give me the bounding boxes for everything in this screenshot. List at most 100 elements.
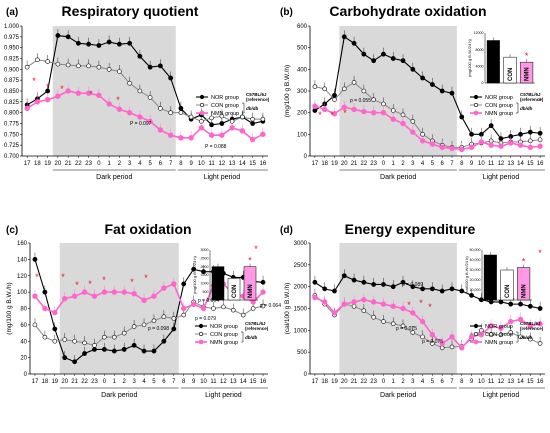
- data-point: [62, 337, 68, 342]
- inset-y-tick-label: 0: [207, 298, 209, 302]
- data-point: [469, 131, 474, 137]
- data-point: [178, 110, 184, 115]
- significance-star: *: [102, 275, 106, 285]
- x-tick-label: 1: [392, 161, 396, 167]
- data-point: [341, 86, 347, 92]
- y-tick-label: 500: [297, 46, 308, 52]
- legend-bracket: [241, 331, 244, 343]
- x-tick-label: 14: [239, 161, 246, 167]
- data-point: [351, 299, 357, 305]
- data-point: [167, 132, 174, 138]
- x-tick-label: 8: [460, 161, 464, 167]
- y-axis-label: (mg/100 g B.W./h): [284, 65, 291, 117]
- data-point: [469, 292, 474, 298]
- data-point: [517, 316, 524, 323]
- data-point: [151, 348, 157, 354]
- y-tick-label: 80: [20, 307, 27, 313]
- data-point: [498, 299, 504, 305]
- data-point: [55, 61, 61, 67]
- data-point: [312, 294, 318, 301]
- x-tick-label: 11: [488, 161, 495, 167]
- data-point: [131, 291, 137, 297]
- x-tick-label: 20: [341, 379, 348, 385]
- data-point: [488, 332, 494, 338]
- data-point: [86, 63, 91, 69]
- data-point: [371, 282, 377, 287]
- data-point: [250, 306, 256, 311]
- y-tick-label: 0.900: [4, 67, 20, 73]
- data-point: [92, 343, 97, 348]
- x-tick-label: 5: [152, 379, 156, 385]
- data-point: [341, 273, 347, 279]
- y-tick-label: 0: [24, 372, 28, 378]
- x-tick-label: 0: [382, 379, 386, 385]
- data-point: [517, 142, 524, 148]
- data-point: [351, 106, 357, 113]
- data-point: [420, 334, 425, 340]
- legend-bracket: [516, 102, 519, 114]
- data-point: [430, 341, 435, 346]
- inset-y-tick-label: 1500: [201, 273, 209, 277]
- data-point: [380, 109, 387, 116]
- data-point: [200, 305, 207, 312]
- data-point: [171, 326, 177, 332]
- inset-y-axis-label: (cal/100 g B.W./24 h): [464, 256, 469, 294]
- data-point: [137, 53, 143, 59]
- p-value-annotation: p = 0.055: [350, 98, 371, 104]
- y-tick-label: 1500: [294, 307, 308, 313]
- data-point: [82, 351, 87, 356]
- data-point: [420, 75, 426, 81]
- data-point: [201, 269, 206, 275]
- data-point: [250, 121, 256, 126]
- inset-y-tick-label: 30,000: [470, 268, 481, 272]
- x-tick-label: 13: [507, 161, 514, 167]
- x-tick-label: 17: [32, 379, 39, 385]
- x-tick-label: 4: [421, 161, 425, 167]
- data-point: [381, 282, 386, 287]
- legend-reference: (reference): [520, 97, 544, 102]
- x-tick-label: 15: [527, 379, 534, 385]
- panel-a: Respiratory quotient (a) 0.700 0.725 0.750 0.…: [4, 3, 270, 181]
- data-point: [178, 135, 184, 141]
- data-point: [260, 289, 266, 295]
- x-tick-label: 6: [441, 379, 445, 385]
- inset-bar-label: CON: [508, 68, 514, 81]
- x-tick-label: 5: [148, 161, 152, 167]
- inset-y-tick-label: 500: [203, 290, 209, 294]
- significance-star: *: [318, 110, 322, 120]
- data-point: [381, 51, 386, 57]
- data-point: [35, 57, 40, 63]
- data-point: [390, 284, 396, 290]
- legend-label-nor: NOR group: [210, 324, 238, 330]
- y-tick-label: 0.775: [4, 122, 20, 128]
- inset-y-axis-label: (mg/100 g B.W./24 h): [467, 38, 472, 76]
- data-point: [361, 308, 367, 313]
- x-tick-label: 0: [382, 161, 386, 167]
- x-tick-label: 16: [260, 379, 267, 385]
- legend-label-nmn: NMN group: [485, 340, 513, 346]
- data-point: [211, 306, 216, 311]
- inset-bar-chart: 0 10,000 20,000 30,000 40,000 50,000(cal/100 …: [464, 248, 532, 302]
- significance-star: *: [407, 300, 411, 310]
- data-point: [151, 318, 157, 324]
- legend-label-con: CON group: [485, 103, 513, 109]
- data-point: [75, 40, 81, 46]
- y-tick-label: 500: [297, 350, 308, 356]
- legend: NOR group CON group NMN group C57BL/6J(refe…: [195, 321, 269, 346]
- panel-label: (b): [280, 7, 293, 18]
- data-point: [116, 41, 122, 47]
- data-point: [44, 96, 51, 103]
- dark-period-label: Dark period: [96, 174, 132, 181]
- x-tick-label: 11: [210, 379, 217, 385]
- x-tick-label: 9: [189, 161, 193, 167]
- y-tick-label: 0.800: [4, 111, 20, 117]
- data-point: [449, 334, 455, 340]
- panel-title: Energy expenditure: [345, 221, 476, 237]
- dark-period-shading: [339, 243, 457, 374]
- panel-label: (c): [6, 225, 18, 236]
- data-point: [249, 136, 256, 143]
- data-point: [341, 34, 347, 40]
- data-point: [161, 338, 167, 344]
- x-tick-label: 15: [249, 161, 256, 167]
- legend-label-nmn: NMN group: [211, 111, 239, 117]
